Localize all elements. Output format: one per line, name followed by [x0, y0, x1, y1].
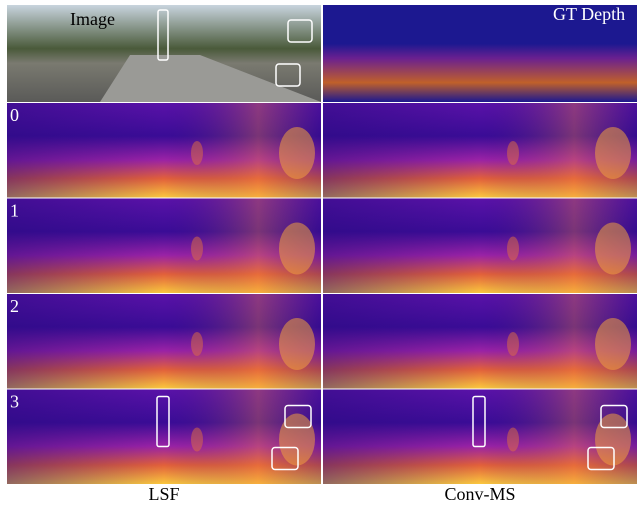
depth-blob	[507, 332, 519, 356]
depth-blob	[191, 332, 203, 356]
top-row: Image GT Depth	[7, 4, 637, 102]
depth-blob	[279, 127, 315, 179]
depth-blob	[279, 223, 315, 275]
depth-blob	[507, 237, 519, 261]
depth-shade	[7, 294, 321, 389]
image-label: Image	[70, 9, 115, 29]
row-label: 1	[10, 201, 19, 221]
depth-blob	[595, 127, 631, 179]
row-label: 0	[10, 105, 19, 125]
depth-shade	[323, 294, 637, 389]
gt-label: GT Depth	[553, 4, 625, 24]
depth-blob	[191, 237, 203, 261]
depth-blob	[595, 223, 631, 275]
depth-blob	[191, 141, 203, 165]
prediction-rows: 0 1 2 3	[7, 103, 637, 484]
depth-shade	[323, 199, 637, 294]
figure: Image GT Depth 0 1 2 3 LSF Conv-MS	[0, 0, 638, 505]
depth-blob	[191, 428, 203, 452]
depth-shade	[7, 103, 321, 198]
column-caption: LSF	[148, 484, 179, 504]
row-label: 3	[10, 392, 19, 412]
depth-blob	[507, 141, 519, 165]
depth-shade	[323, 103, 637, 198]
depth-blob	[279, 318, 315, 370]
row-label: 2	[10, 296, 19, 316]
depth-blob	[595, 318, 631, 370]
column-caption: Conv-MS	[444, 484, 515, 504]
depth-blob	[507, 428, 519, 452]
depth-shade	[7, 199, 321, 294]
